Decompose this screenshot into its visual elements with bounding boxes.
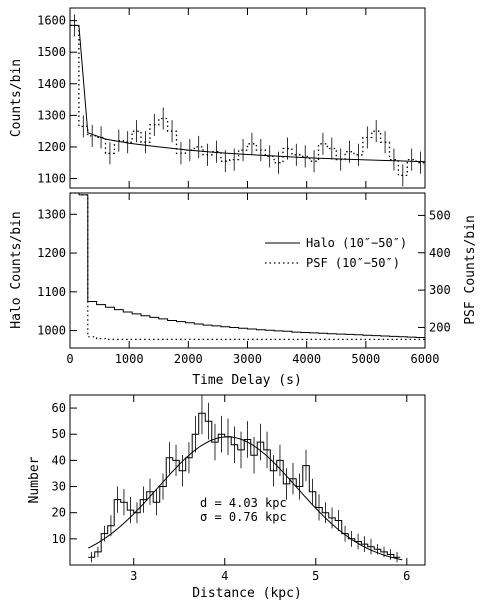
halo-step-line bbox=[78, 194, 425, 338]
annotation-sigma: σ = 0.76 kpc bbox=[200, 510, 287, 524]
top-ytick-label: 1300 bbox=[37, 108, 66, 122]
middle-ytick-label-right: 200 bbox=[429, 320, 451, 334]
middle-panel-frame bbox=[69, 192, 426, 349]
top-axis-ticks: 1100 1200 1300 1400 1500 1600 bbox=[37, 8, 426, 188]
bottom-panel-frame bbox=[69, 394, 426, 566]
top-ytick-label: 1400 bbox=[37, 77, 66, 91]
middle-data-marks bbox=[70, 192, 425, 340]
middle-ytick-label-right: 500 bbox=[429, 208, 451, 222]
psf-step-line bbox=[70, 192, 425, 340]
top-panel-frame bbox=[69, 7, 426, 189]
bottom-ytick-label: 30 bbox=[52, 480, 66, 494]
middle-ytick-label: 1000 bbox=[37, 324, 66, 338]
legend-halo-label: Halo (10″−50″) bbox=[306, 236, 407, 250]
bottom-xtick-label: 5 bbox=[312, 569, 319, 583]
middle-xtick-label: 3000 bbox=[233, 352, 262, 366]
bottom-ytick-label: 40 bbox=[52, 453, 66, 467]
top-ytick-label: 1100 bbox=[37, 172, 66, 186]
middle-ytick-label: 1200 bbox=[37, 246, 66, 260]
middle-ytick-label: 1100 bbox=[37, 285, 66, 299]
annotation-distance: d = 4.03 kpc bbox=[200, 496, 287, 510]
middle-ytick-label: 1300 bbox=[37, 207, 66, 221]
middle-xlabel: Time Delay (s) bbox=[192, 373, 302, 388]
bottom-ytick-label: 60 bbox=[52, 401, 66, 415]
middle-xtick-label: 1000 bbox=[115, 352, 144, 366]
bottom-xtick-label: 6 bbox=[403, 569, 410, 583]
top-ylabel: Counts/bin bbox=[9, 59, 24, 137]
middle-ylabel: Halo Counts/bin bbox=[9, 211, 24, 328]
middle-ylabel-right: PSF Counts/bin bbox=[463, 215, 478, 325]
bottom-ytick-label: 10 bbox=[52, 532, 66, 546]
middle-ytick-label-right: 300 bbox=[429, 283, 451, 297]
middle-xtick-label: 5000 bbox=[351, 352, 380, 366]
top-data-marks bbox=[70, 14, 426, 187]
middle-xtick-label: 2000 bbox=[174, 352, 203, 366]
middle-xtick-label: 4000 bbox=[292, 352, 321, 366]
top-data-step bbox=[70, 24, 425, 177]
legend-psf-label: PSF (10″−50″) bbox=[306, 256, 400, 270]
legend: Halo (10″−50″) PSF (10″−50″) bbox=[265, 236, 407, 270]
top-ytick-label: 1600 bbox=[37, 14, 66, 28]
middle-ytick-label-right: 400 bbox=[429, 246, 451, 260]
gaussian-fit-curve bbox=[87, 436, 403, 561]
distance-histogram bbox=[88, 412, 401, 558]
top-model-curve bbox=[70, 24, 426, 163]
bottom-ytick-label: 20 bbox=[52, 506, 66, 520]
bottom-xtick-label: 3 bbox=[130, 569, 137, 583]
middle-xtick-label: 0 bbox=[66, 352, 73, 366]
top-ytick-label: 1200 bbox=[37, 140, 66, 154]
bottom-xlabel: Distance (kpc) bbox=[192, 586, 302, 601]
bottom-xtick-label: 4 bbox=[221, 569, 228, 583]
top-ytick-label: 1500 bbox=[37, 45, 66, 59]
bottom-ytick-label: 50 bbox=[52, 427, 66, 441]
middle-xtick-label: 6000 bbox=[411, 352, 440, 366]
bottom-data-marks bbox=[87, 395, 403, 563]
bottom-ylabel: Number bbox=[27, 456, 42, 503]
bottom-axis-ticks: 10 20 30 40 50 60 3 4 5 6 bbox=[52, 395, 410, 583]
